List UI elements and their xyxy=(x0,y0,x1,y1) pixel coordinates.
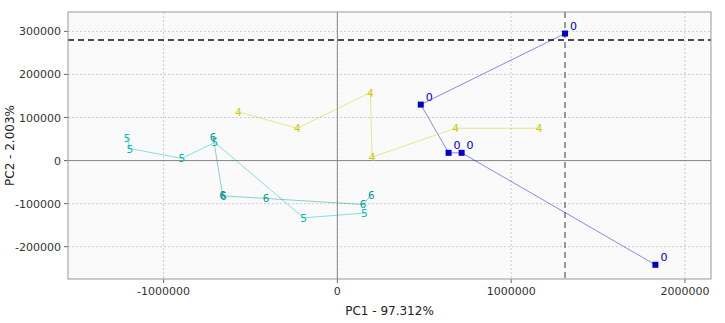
y-axis-label: PC2 - 2.003% xyxy=(3,105,17,186)
tick-mark xyxy=(684,279,685,283)
tick-label: 2000000 xyxy=(660,285,709,298)
grid-line xyxy=(68,160,711,161)
grid-line xyxy=(68,203,711,204)
point-label: 6 xyxy=(220,190,227,203)
point-label: 6 xyxy=(368,189,375,202)
point-label: 6 xyxy=(219,189,226,202)
point-label: 4 xyxy=(235,106,242,119)
point-label: 0 xyxy=(454,139,461,152)
grid-line xyxy=(68,246,711,247)
point-label: 5 xyxy=(179,152,186,165)
point-label: 4 xyxy=(369,151,376,164)
point-label: 5 xyxy=(300,212,307,225)
series-line xyxy=(127,138,364,218)
tick-label: 300000 xyxy=(19,25,61,38)
plot-content xyxy=(68,12,711,279)
tick-mark xyxy=(64,246,68,247)
tick-label: -1000000 xyxy=(137,285,190,298)
plot-frame xyxy=(68,12,711,279)
tick-label: 0 xyxy=(334,285,341,298)
reference-line xyxy=(564,12,565,279)
point xyxy=(446,150,452,156)
tick-label: 100000 xyxy=(19,112,61,125)
tick-mark xyxy=(163,279,164,283)
point-label: 6 xyxy=(210,131,217,144)
point-label: 0 xyxy=(660,251,667,264)
x-axis-label: PC1 - 97.312% xyxy=(345,304,434,318)
grid-line xyxy=(684,12,685,279)
plot-area xyxy=(68,12,711,279)
tick-mark xyxy=(511,279,512,283)
grid-line xyxy=(68,31,711,32)
point-label: 0 xyxy=(467,139,474,152)
tick-label: 0 xyxy=(54,155,61,168)
tick-mark xyxy=(64,160,68,161)
point-label: 0 xyxy=(570,20,577,33)
grid-line xyxy=(68,74,711,75)
grid-line xyxy=(68,117,711,118)
point-label: 4 xyxy=(367,87,374,100)
point-label: 4 xyxy=(294,122,301,135)
tick-label: 1000000 xyxy=(487,285,536,298)
tick-mark xyxy=(64,31,68,32)
series-line xyxy=(421,34,656,265)
point-label: 0 xyxy=(426,91,433,104)
reference-line xyxy=(337,12,338,279)
point-labels: 00000444444555555666666 xyxy=(124,20,668,264)
grid-line xyxy=(163,12,164,279)
series-line xyxy=(238,93,539,158)
tick-mark xyxy=(64,203,68,204)
grid-line xyxy=(511,12,512,279)
reference-line xyxy=(68,39,711,40)
tick-label: -200000 xyxy=(15,241,61,254)
grid-line xyxy=(337,12,338,279)
tick-label: -100000 xyxy=(15,198,61,211)
tick-mark xyxy=(64,74,68,75)
point-label: 6 xyxy=(360,198,367,211)
tick-mark xyxy=(64,117,68,118)
point xyxy=(652,262,658,268)
point xyxy=(418,102,424,108)
series-line xyxy=(213,137,371,205)
tick-mark xyxy=(337,279,338,283)
point-label: 5 xyxy=(126,143,133,156)
point-label: 4 xyxy=(536,122,543,135)
point xyxy=(562,31,568,37)
grid xyxy=(68,12,711,279)
tick-label: 200000 xyxy=(19,68,61,81)
reference-line xyxy=(68,160,711,161)
point-label: 6 xyxy=(263,192,270,205)
point-label: 4 xyxy=(452,122,459,135)
